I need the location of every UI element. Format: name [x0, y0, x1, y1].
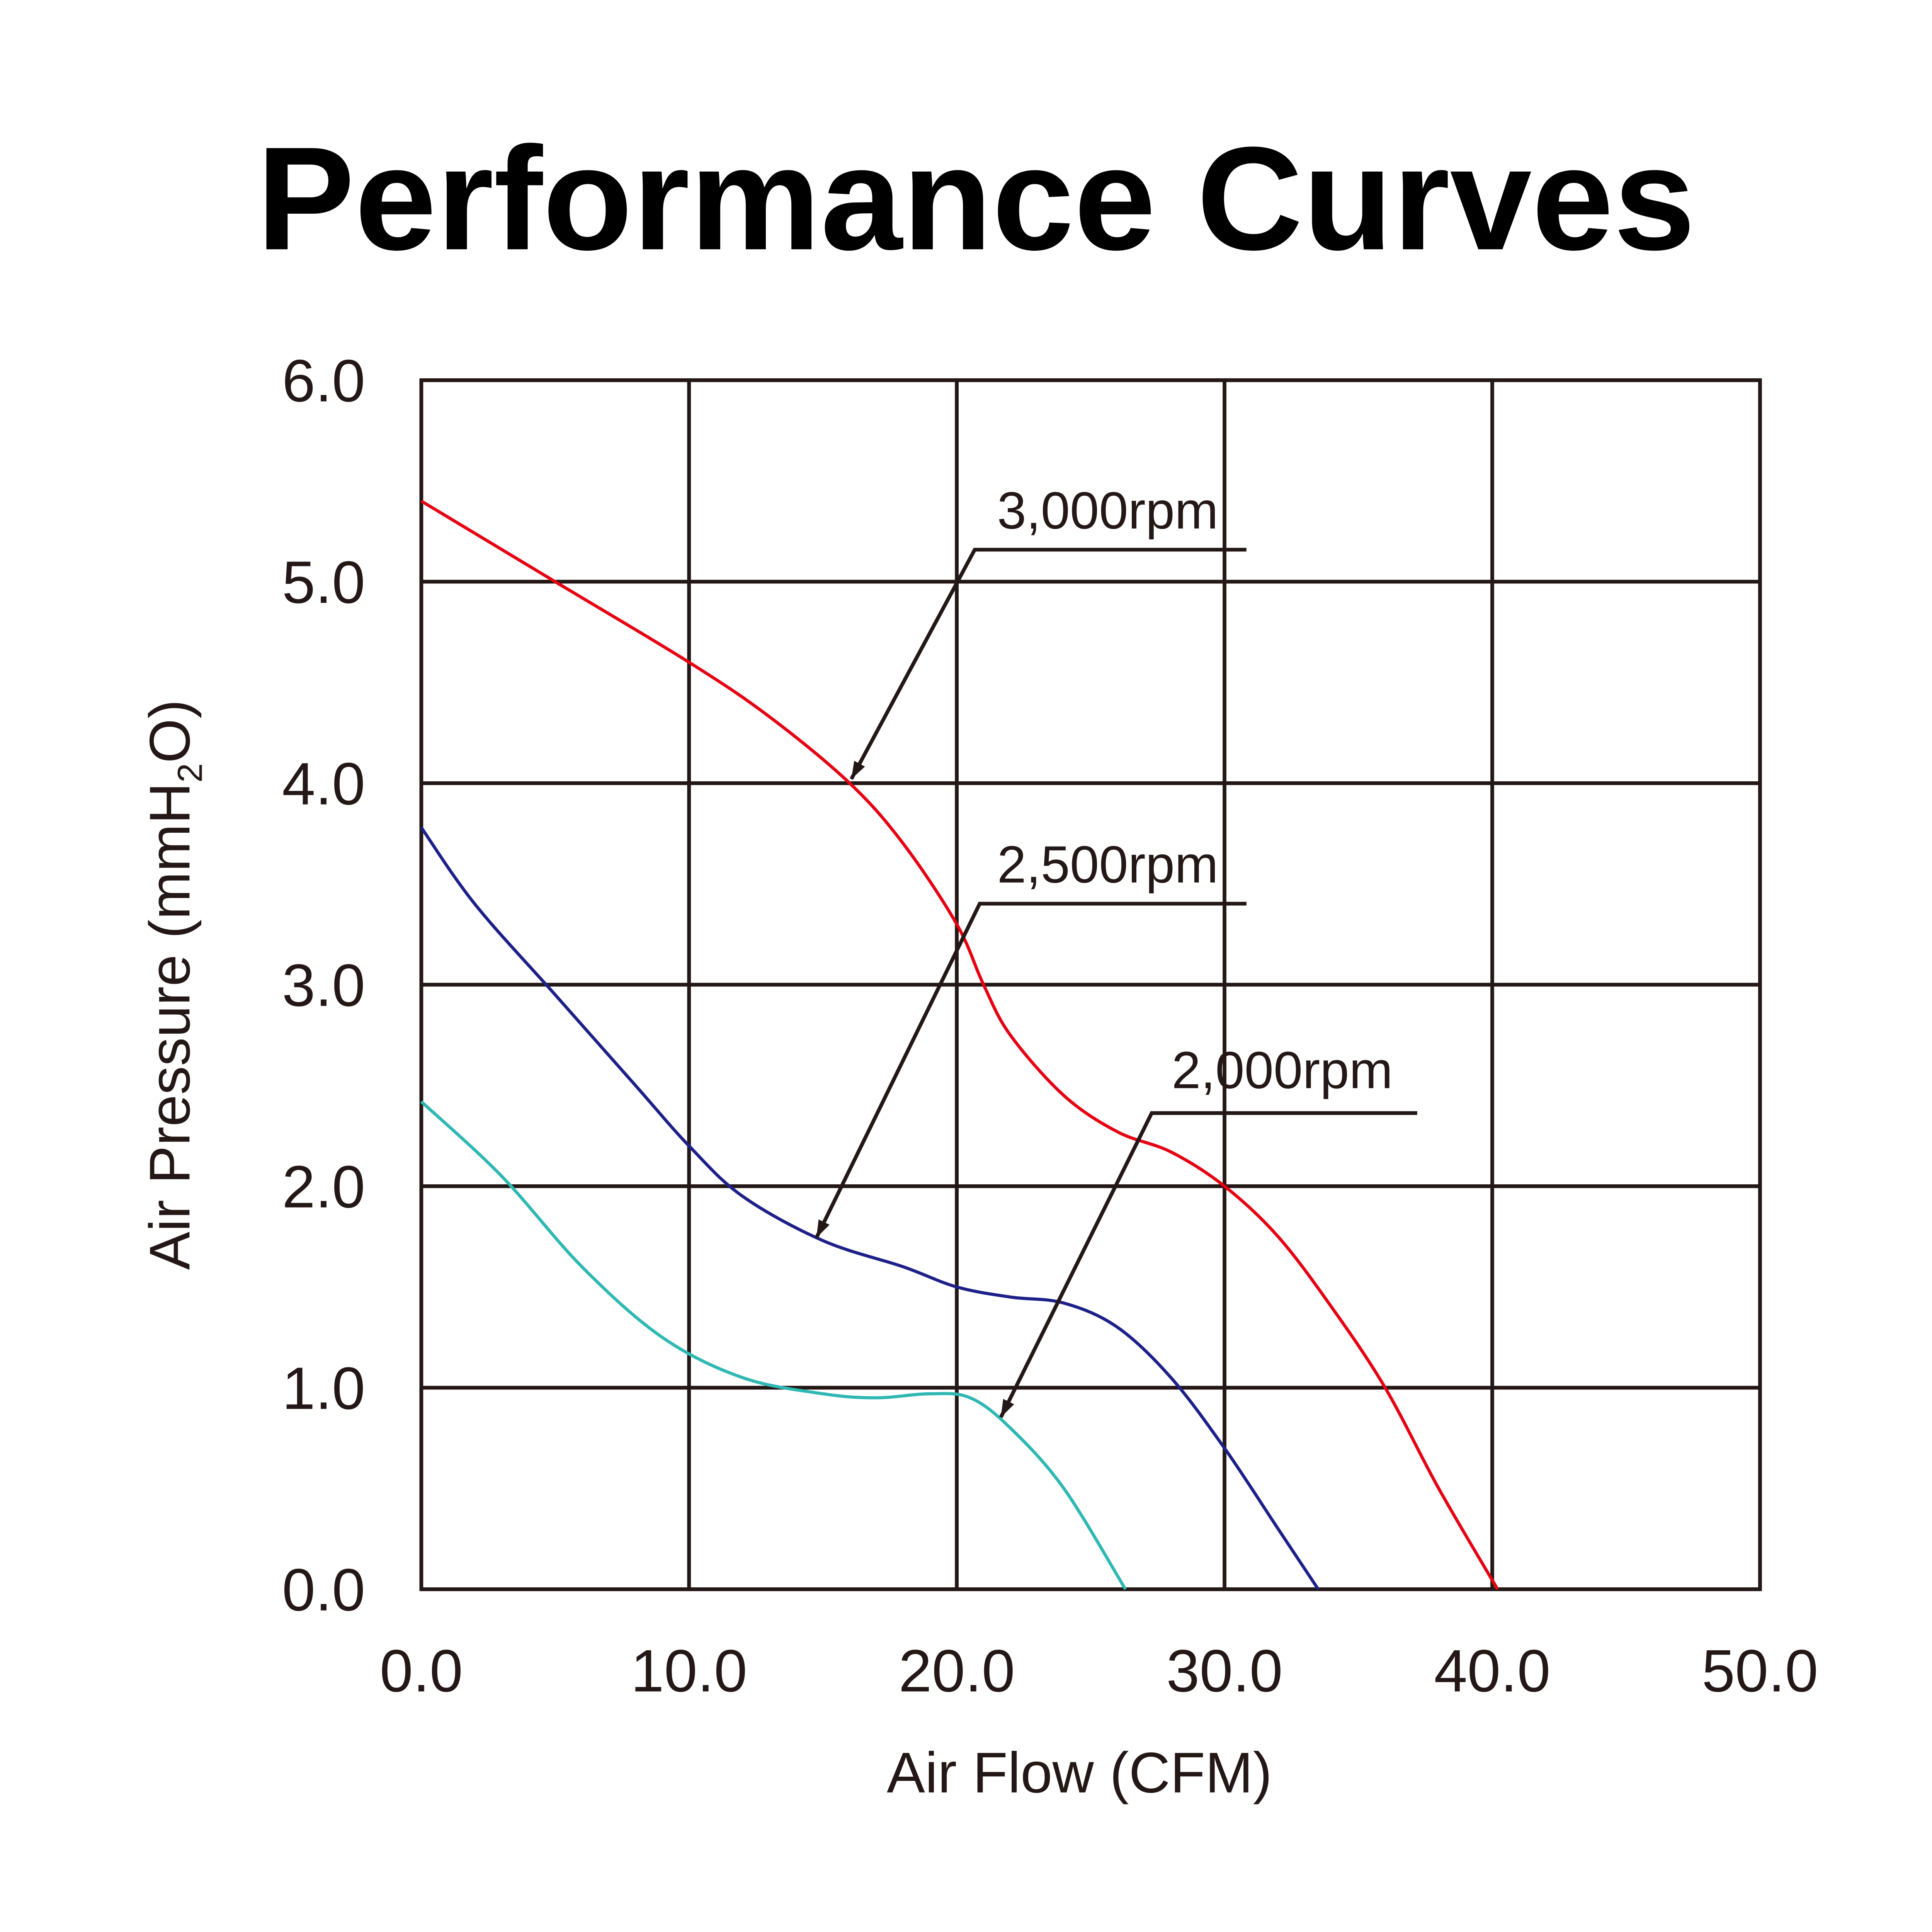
annotation-label: 2,500rpm [997, 835, 1218, 894]
x-tick-label: 50.0 [1702, 1637, 1818, 1704]
chart-title: Performance Curves [257, 116, 1696, 281]
x-axis-label: Air Flow (CFM) [887, 1741, 1272, 1805]
y-tick-label: 6.0 [282, 347, 365, 414]
annotation-2500rpm: 2,500rpm [815, 835, 1247, 1239]
annotation-label: 3,000rpm [997, 481, 1218, 540]
annotation-2000rpm: 2,000rpm [999, 1041, 1417, 1418]
annotation-label: 2,000rpm [1172, 1041, 1393, 1099]
annotation-arrow [849, 548, 1247, 780]
series-lines [420, 500, 1499, 1590]
y-tick-label: 0.0 [282, 1556, 365, 1623]
x-tick-label: 40.0 [1434, 1637, 1550, 1704]
annotation-3000rpm: 3,000rpm [849, 481, 1247, 780]
y-tick-label: 3.0 [282, 952, 365, 1019]
tick-labels: 0.0 10.0 20.0 30.0 40.0 50.0 0.0 1.0 2.0 3.0 4.0 5.… [282, 347, 1818, 1704]
y-tick-label: 1.0 [282, 1355, 365, 1422]
y-axis-label: Air Pressure (mmH2O) [138, 699, 209, 1270]
x-tick-label: 30.0 [1166, 1637, 1282, 1704]
series-line-3000rpm [420, 500, 1499, 1590]
grid [419, 378, 1762, 1591]
x-tick-label: 20.0 [898, 1637, 1015, 1704]
x-tick-label: 0.0 [380, 1637, 463, 1704]
y-tick-label: 4.0 [282, 750, 365, 817]
series-line-2500rpm [420, 827, 1320, 1590]
y-tick-label: 5.0 [282, 549, 365, 616]
annotation-arrow [815, 901, 1247, 1239]
x-tick-label: 10.0 [631, 1637, 747, 1704]
plot-frame [419, 378, 1762, 1591]
y-tick-label: 2.0 [282, 1153, 365, 1220]
series-line-2000rpm [420, 1100, 1127, 1590]
annotation-arrow [999, 1111, 1417, 1418]
